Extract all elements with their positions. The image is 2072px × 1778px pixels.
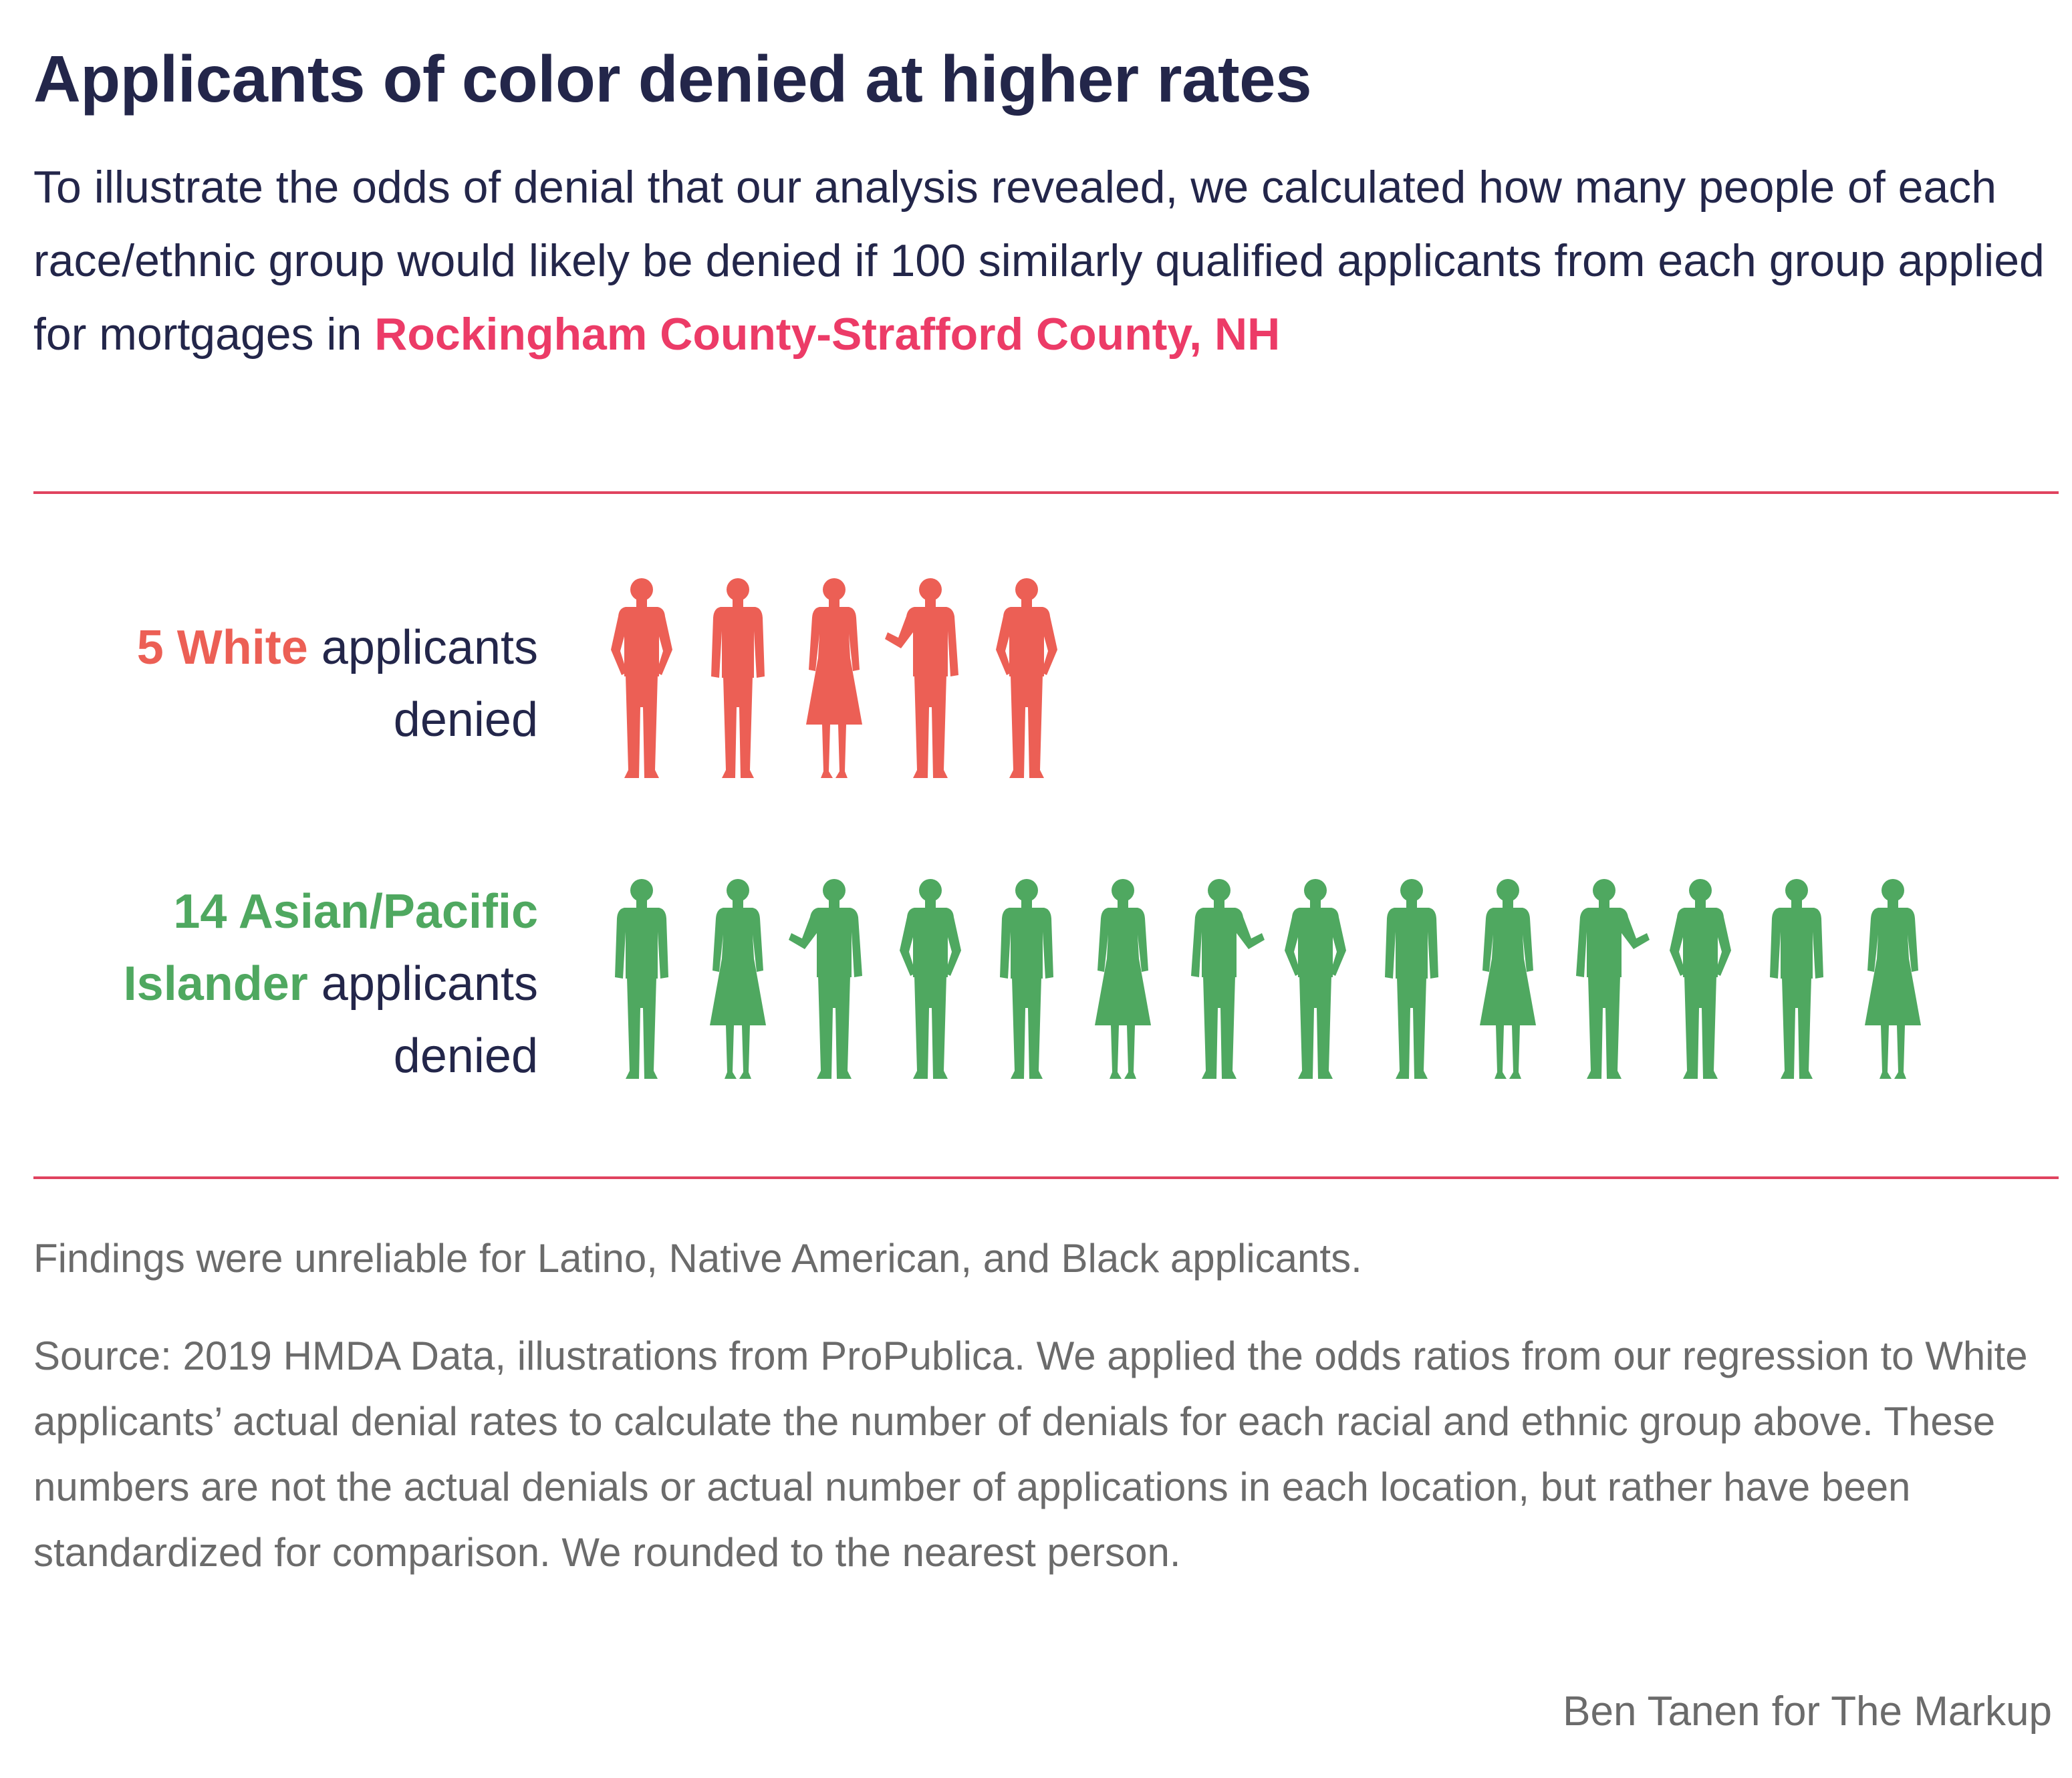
row-api-count: 14: [173, 885, 227, 938]
reliability-note: Findings were unreliable for Latino, Nat…: [33, 1236, 1362, 1281]
people-svg: [615, 879, 1921, 1079]
intro-text: To illustrate the odds of denial that ou…: [33, 162, 2045, 360]
person-icon: [1095, 879, 1151, 1079]
people-svg: [611, 578, 1057, 778]
bottom-divider: [33, 1176, 2059, 1179]
chart-intro: To illustrate the odds of denial that ou…: [33, 150, 2052, 371]
person-icon: [611, 578, 672, 778]
person-icon: [1670, 879, 1731, 1079]
row-label-api: 14 Asian/Pacific Islander applicants den…: [124, 876, 538, 1092]
person-icon: [885, 578, 958, 778]
source-note: Source: 2019 HMDA Data, illustrations fr…: [33, 1334, 2028, 1575]
row-label-white: 5 White applicants denied: [137, 612, 538, 756]
credit-line: Ben Tanen for The Markup: [1563, 1688, 2052, 1735]
row-white-group: 5 White: [137, 621, 308, 674]
row-white-count: 5: [136, 621, 164, 674]
people-row-white: [602, 576, 1083, 783]
location-highlight: Rockingham County-Strafford County, NH: [374, 309, 1281, 360]
row-api-group-1: 14 Asian/Pacific: [173, 885, 538, 938]
row-api-line2: denied: [393, 1029, 538, 1083]
person-icon: [710, 879, 766, 1079]
person-icon: [1576, 879, 1650, 1079]
person-icon: [1865, 879, 1921, 1079]
chart-title: Applicants of color denied at higher rat…: [33, 42, 1312, 116]
person-icon: [711, 578, 765, 778]
row-api-name-1: Asian/Pacific: [238, 885, 538, 938]
person-icon: [1191, 879, 1265, 1079]
person-icon: [1770, 879, 1823, 1079]
top-divider: [33, 491, 2059, 494]
person-icon: [1000, 879, 1053, 1079]
person-icon: [806, 578, 862, 778]
row-white-line2: denied: [393, 693, 538, 747]
person-icon: [1385, 879, 1438, 1079]
person-icon: [615, 879, 668, 1079]
person-icon: [1480, 879, 1536, 1079]
row-white-suffix: applicants: [321, 621, 538, 674]
row-api-name-2: Islander: [123, 957, 308, 1011]
row-api-suffix: applicants: [321, 957, 538, 1011]
person-icon: [900, 879, 961, 1079]
person-icon: [996, 578, 1057, 778]
people-row-api: [602, 877, 1949, 1084]
person-icon: [1285, 879, 1346, 1079]
row-white-name: White: [176, 621, 308, 674]
person-icon: [789, 879, 862, 1079]
